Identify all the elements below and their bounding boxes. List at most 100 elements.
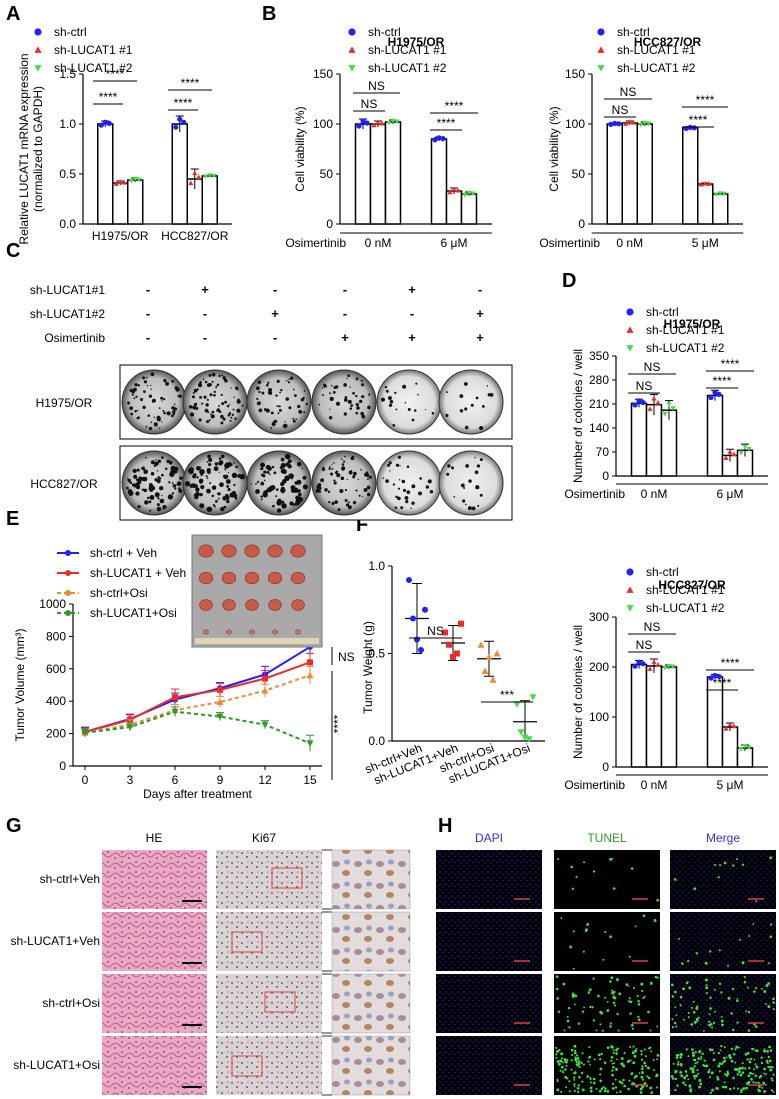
column-label: TUNEL bbox=[587, 831, 627, 845]
data-point bbox=[477, 641, 485, 648]
tunel-signal bbox=[611, 1073, 614, 1077]
tunel-signal bbox=[618, 1080, 622, 1083]
colony bbox=[134, 410, 137, 413]
data-point bbox=[188, 180, 194, 186]
tunel-signal bbox=[708, 1068, 711, 1071]
tunel-signal bbox=[704, 961, 708, 965]
colony bbox=[193, 402, 198, 406]
colony bbox=[149, 509, 152, 512]
tunel-signal bbox=[599, 1067, 603, 1071]
colony bbox=[295, 418, 298, 421]
tunel-signal bbox=[570, 1068, 573, 1071]
colony bbox=[255, 386, 260, 391]
tunel-signal bbox=[683, 1076, 687, 1080]
tunel-signal bbox=[720, 1019, 724, 1023]
tunel-signal bbox=[704, 978, 708, 982]
tunel-signal bbox=[724, 1085, 728, 1089]
colony bbox=[404, 402, 407, 404]
colony bbox=[217, 492, 221, 496]
data-point bbox=[731, 723, 737, 729]
colony bbox=[298, 409, 303, 414]
colony bbox=[179, 476, 183, 480]
colony bbox=[271, 465, 275, 469]
sign: + bbox=[408, 330, 416, 345]
tunel-signal bbox=[673, 878, 677, 881]
legend-marker bbox=[65, 610, 71, 616]
colony bbox=[344, 395, 348, 399]
colony bbox=[356, 377, 359, 380]
tunel-signal bbox=[741, 1071, 745, 1075]
tunel-signal bbox=[571, 1054, 574, 1057]
colony bbox=[148, 483, 153, 487]
data-point bbox=[717, 191, 723, 196]
tunel-signal bbox=[675, 1025, 678, 1028]
colony bbox=[233, 396, 235, 398]
colony bbox=[156, 479, 161, 484]
tunel-signal bbox=[642, 1085, 645, 1088]
tunel-signal bbox=[676, 1063, 680, 1066]
colony bbox=[205, 403, 209, 407]
colony bbox=[355, 489, 358, 492]
treatment-dose: 5 μM bbox=[692, 236, 719, 250]
tunel-signal bbox=[685, 982, 689, 985]
y-axis-label: Relative LUCAT1 mRNA expression bbox=[17, 53, 31, 244]
tunel-signal bbox=[655, 1086, 658, 1089]
colony bbox=[263, 479, 266, 482]
colony bbox=[206, 383, 211, 387]
tunel-signal bbox=[573, 1044, 577, 1048]
colony bbox=[389, 400, 394, 404]
tunel-signal bbox=[592, 1077, 596, 1081]
colony bbox=[280, 388, 283, 392]
colony bbox=[361, 495, 364, 498]
colony bbox=[209, 393, 213, 397]
tunel-signal bbox=[586, 1075, 589, 1078]
colony bbox=[222, 417, 226, 421]
sign: - bbox=[146, 306, 150, 321]
data-point bbox=[708, 394, 714, 401]
tunel-signal bbox=[731, 987, 735, 991]
tunel-signal bbox=[610, 1059, 613, 1062]
tunel-signal bbox=[745, 1010, 748, 1013]
data-point bbox=[485, 653, 493, 660]
data-point bbox=[454, 650, 460, 657]
colony bbox=[158, 427, 161, 429]
colony bbox=[360, 411, 365, 416]
tunel-signal bbox=[709, 950, 712, 953]
colony bbox=[459, 409, 464, 413]
colony bbox=[446, 391, 448, 393]
colony bbox=[368, 475, 372, 479]
tunel-signal bbox=[684, 1083, 687, 1087]
data-point bbox=[414, 636, 420, 643]
series-line bbox=[84, 661, 311, 733]
tunel-signal bbox=[623, 1052, 626, 1055]
tunel-signal bbox=[744, 1067, 747, 1070]
tunel-signal bbox=[697, 1016, 700, 1019]
colony bbox=[237, 474, 242, 478]
tunel-signal bbox=[697, 1057, 701, 1061]
legend-marker bbox=[626, 326, 634, 333]
colony bbox=[333, 481, 337, 485]
tunel-signal bbox=[735, 1045, 739, 1049]
column-label: DAPI bbox=[475, 831, 503, 845]
legend-marker bbox=[626, 308, 634, 316]
tunel-signal bbox=[620, 1057, 624, 1060]
colony bbox=[150, 460, 155, 465]
colony bbox=[295, 499, 301, 505]
tunel-signal bbox=[772, 1090, 775, 1094]
colony bbox=[193, 485, 196, 488]
data-point bbox=[727, 722, 733, 727]
tunel-signal bbox=[614, 1078, 617, 1081]
colony bbox=[231, 491, 236, 497]
data-point bbox=[375, 119, 381, 125]
tunel-signal bbox=[565, 1086, 568, 1089]
colony bbox=[213, 466, 219, 472]
data-point bbox=[670, 664, 676, 670]
tunel-signal bbox=[587, 1060, 590, 1063]
colony bbox=[166, 459, 170, 464]
colony bbox=[267, 381, 270, 384]
tunel-signal bbox=[640, 1049, 643, 1053]
tunel-signal bbox=[571, 995, 574, 999]
tunel-signal bbox=[769, 923, 773, 926]
colony bbox=[142, 405, 146, 410]
tunel-signal bbox=[557, 858, 560, 861]
